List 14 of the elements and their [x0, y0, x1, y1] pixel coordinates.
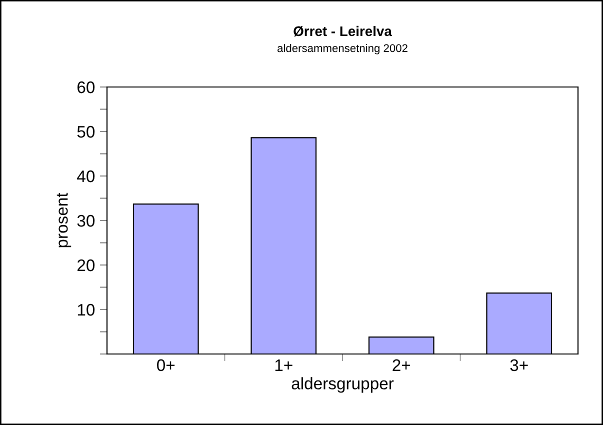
- y-tick-label: 10: [78, 304, 95, 316]
- y-tick-label: 40: [77, 170, 95, 182]
- y-tick-label: 50: [77, 126, 95, 138]
- chart-subtitle: aldersammensetning 2002: [278, 44, 408, 54]
- y-tick-label: 30: [77, 214, 95, 227]
- x-tick-label: 2+: [392, 359, 410, 371]
- y-tick-label: 20: [77, 259, 95, 272]
- chart-title: Ørret - Leirelva: [294, 26, 392, 36]
- x-tick-label: 0+: [157, 359, 175, 372]
- x-tick-label: 1+: [275, 359, 292, 371]
- x-axis-title: aldersgrupper: [292, 377, 394, 393]
- y-axis-title: prosent: [56, 192, 72, 248]
- y-tick-label: 60: [78, 81, 95, 94]
- x-tick-label: 3+: [510, 359, 528, 372]
